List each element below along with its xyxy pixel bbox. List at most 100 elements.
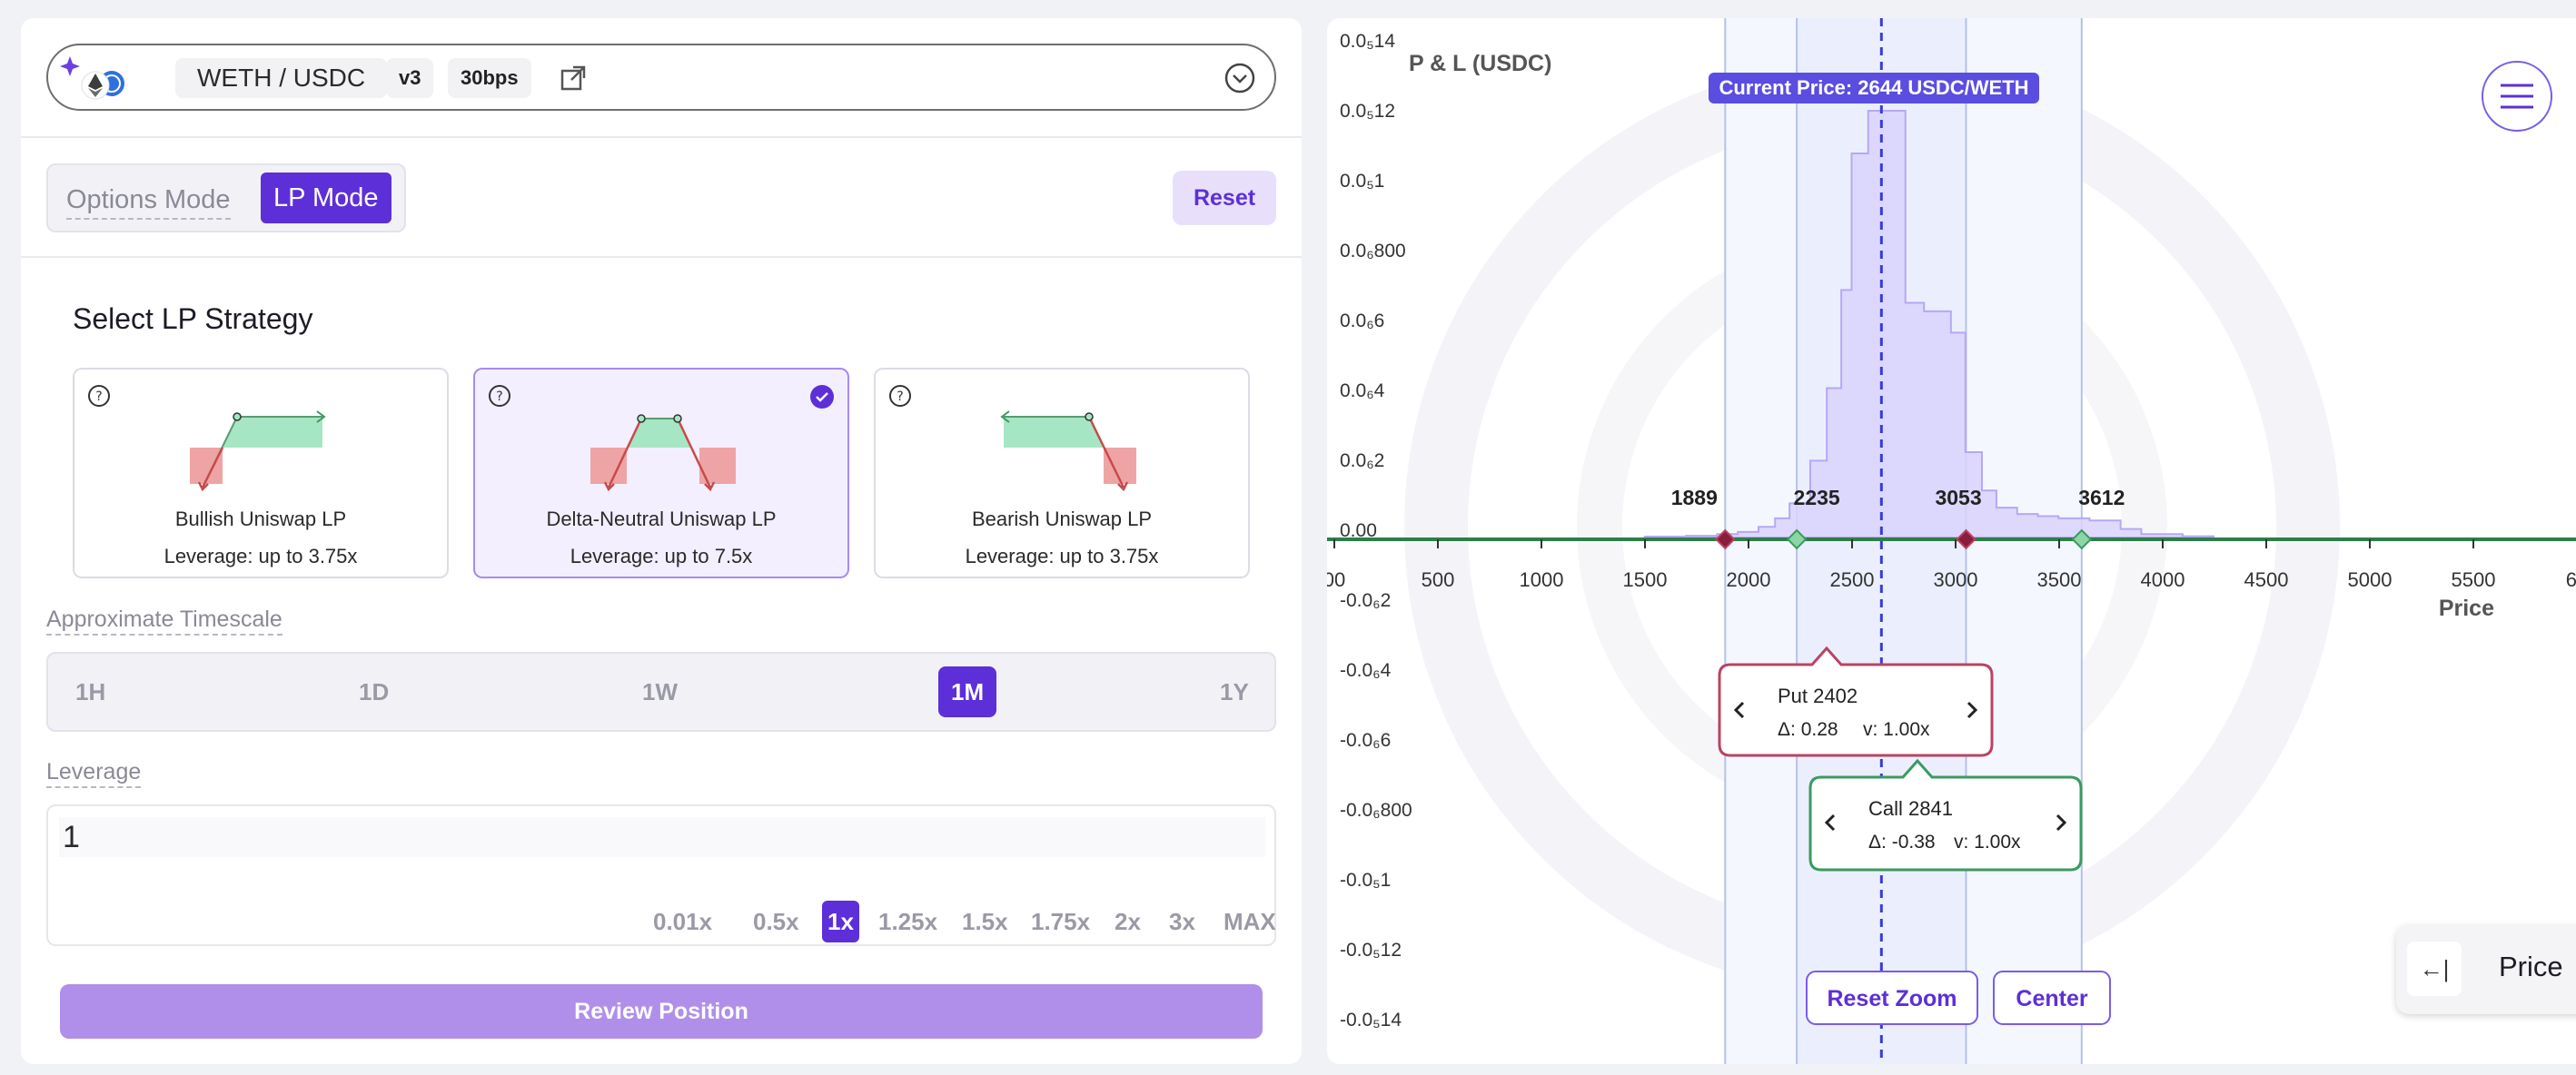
strategy-card-name: Bullish Uniswap LP: [174, 508, 347, 530]
timescale-option-1w[interactable]: 1W: [642, 678, 678, 705]
pair-name: WETH / USDC: [175, 58, 388, 98]
leverage-option[interactable]: 3x: [1169, 908, 1195, 935]
timescale-label: Approximate Timescale: [46, 605, 282, 636]
x-tick-label: 2000: [1727, 568, 1771, 591]
strategy-card-leverage: Leverage: up to 3.75x: [163, 545, 358, 567]
x-tick-label: 500: [1422, 568, 1455, 591]
strike-marker[interactable]: [1956, 528, 1977, 550]
strike-label: 1889: [1671, 486, 1718, 509]
y-tick-label: -0.0₆2: [1340, 590, 1391, 611]
external-link-icon[interactable]: [557, 62, 590, 94]
option-tooltip: [1808, 758, 2083, 872]
x-axis-label: Price: [2439, 596, 2494, 621]
timescale-option-1y[interactable]: 1Y: [1220, 678, 1249, 705]
x-tick-label: 00: [1327, 568, 1345, 591]
reset-zoom-button-label: Reset Zoom: [1827, 986, 1957, 1011]
svg-text:?: ?: [496, 390, 502, 404]
leverage-option[interactable]: 1.25x: [878, 908, 938, 935]
reset-zoom-button[interactable]: [1806, 971, 1978, 1025]
chevron-right-icon[interactable]: [1967, 701, 1978, 719]
pool-version-badge: v3: [386, 58, 434, 98]
bullish-payoff-icon: [190, 410, 326, 492]
x-tick-label: 4000: [2141, 568, 2185, 591]
pair-selector[interactable]: WETH / USDC v3 30bps: [46, 44, 1276, 111]
x-tick-label: 4500: [2244, 568, 2289, 591]
y-tick-label: 0.0₆6: [1340, 311, 1384, 331]
y-tick-label: -0.0₅12: [1340, 940, 1402, 961]
strategy-card-leverage: Leverage: up to 7.5x: [570, 545, 753, 567]
tooltip-title: Call 2841: [1868, 797, 1953, 820]
pnl-chart-panel: 0.0₅14 0.0₅12 0.0₅1 0.0₆800 0.0₆6 0.0₆4 0.0₆2 0…: [1327, 18, 2576, 1064]
leverage-option-max[interactable]: MAX: [1224, 908, 1276, 935]
divider: [21, 256, 1302, 258]
y-tick-label: -0.0₆4: [1340, 660, 1392, 681]
y-tick-label: 0.00: [1340, 520, 1377, 541]
strike-label: 3053: [1935, 486, 1981, 509]
tooltip-delta: Δ: -0.38: [1868, 832, 1936, 853]
bearish-payoff-icon: [1000, 410, 1136, 492]
tooltip-vol: v: 1.00x: [1954, 832, 2021, 853]
help-icon[interactable]: ?: [888, 384, 912, 408]
reset-button[interactable]: Reset: [1173, 171, 1276, 225]
x-tick-label: 1000: [1520, 568, 1564, 591]
x-tick-label: 5500: [2452, 568, 2496, 591]
strike-label: 3612: [2078, 486, 2125, 509]
chevron-left-icon[interactable]: [1824, 814, 1836, 832]
leverage-option-selected[interactable]: 1x: [822, 901, 859, 942]
center-button-label: Center: [2016, 986, 2087, 1011]
option-tooltip: [1718, 646, 1994, 757]
lp-mode-tab[interactable]: LP Mode: [261, 173, 391, 223]
help-icon[interactable]: ?: [488, 384, 511, 408]
leverage-option[interactable]: 0.5x: [753, 908, 799, 935]
current-price-label: Current Price: 2644 USDC/WETH: [1719, 76, 2028, 99]
review-position-button[interactable]: Review Position: [60, 984, 1263, 1039]
x-tick-label: 60: [2566, 568, 2576, 591]
strike-label: 2235: [1794, 486, 1840, 509]
x-tick-label: 5000: [2348, 568, 2393, 591]
chevron-left-icon[interactable]: [1733, 701, 1745, 719]
help-icon[interactable]: ?: [87, 384, 111, 408]
strike-marker[interactable]: [2071, 528, 2093, 550]
strike-marker[interactable]: [1715, 528, 1736, 550]
strategy-card-bullish[interactable]: ? Bullish Uniswap LP Leverage: up to 3.7…: [73, 368, 449, 578]
divider: [21, 136, 1302, 138]
current-price-badge: [1709, 73, 2039, 104]
collapse-left-icon[interactable]: ←|: [2407, 942, 2462, 996]
timescale-option-1h[interactable]: 1H: [75, 678, 106, 705]
strategy-panel: WETH / USDC v3 30bps Options Mode LP Mod…: [21, 18, 1302, 1064]
svg-text:?: ?: [95, 390, 102, 404]
leverage-option[interactable]: 0.01x: [653, 908, 713, 935]
timescale-selector: 1H 1D 1W 1M 1Y: [46, 652, 1276, 732]
timescale-option-1m[interactable]: 1M: [938, 666, 997, 717]
tooltip-title: Put 2402: [1778, 685, 1858, 707]
chevron-down-icon[interactable]: [1224, 62, 1256, 94]
leverage-option[interactable]: 1.5x: [962, 908, 1008, 935]
strategy-card-delta-neutral[interactable]: ? Delta-Neutral Uniswap LP Leverage: up …: [473, 368, 849, 578]
y-tick-label: -0.0₅1: [1340, 870, 1391, 891]
y-axis-label: P & L (USDC): [1409, 51, 1551, 76]
price-probability-area: [1643, 110, 2215, 538]
y-tick-label: -0.0₆800: [1340, 800, 1412, 821]
pool-fee-badge: 30bps: [448, 58, 531, 98]
leverage-input[interactable]: [59, 817, 1265, 857]
tooltip-vol: v: 1.00x: [1863, 719, 1930, 740]
center-button[interactable]: [1993, 971, 2111, 1025]
mode-toggle: Options Mode LP Mode: [46, 163, 406, 232]
x-tick-label: 1500: [1623, 568, 1668, 591]
y-tick-label: 0.0₅12: [1340, 101, 1395, 122]
timescale-option-1d[interactable]: 1D: [359, 678, 390, 705]
strike-marker[interactable]: [1786, 528, 1808, 550]
options-mode-tab[interactable]: Options Mode: [66, 182, 231, 220]
y-tick-label: 0.0₆2: [1340, 450, 1384, 471]
strategy-card-leverage: Leverage: up to 3.75x: [965, 545, 1159, 567]
pnl-chart[interactable]: 0.0₅14 0.0₅12 0.0₅1 0.0₆800 0.0₆6 0.0₆4 0.0₆2 0…: [1327, 18, 2576, 1064]
y-tick-label: -0.0₅14: [1340, 1010, 1402, 1031]
leverage-label: Leverage: [46, 757, 142, 788]
strategy-card-bearish[interactable]: ? Bearish Uniswap LP Leverage: up to 3.7…: [874, 368, 1250, 578]
leverage-option[interactable]: 1.75x: [1031, 908, 1091, 935]
leverage-box: 0.01x 0.5x 1x 1.25x 1.5x 1.75x 2x 3x MAX: [46, 804, 1276, 946]
leverage-option[interactable]: 2x: [1115, 908, 1141, 935]
chevron-right-icon[interactable]: [2056, 814, 2067, 832]
price-panel-tab[interactable]: ←| Price: [2396, 925, 2576, 1014]
y-tick-label: 0.0₅14: [1340, 31, 1395, 52]
